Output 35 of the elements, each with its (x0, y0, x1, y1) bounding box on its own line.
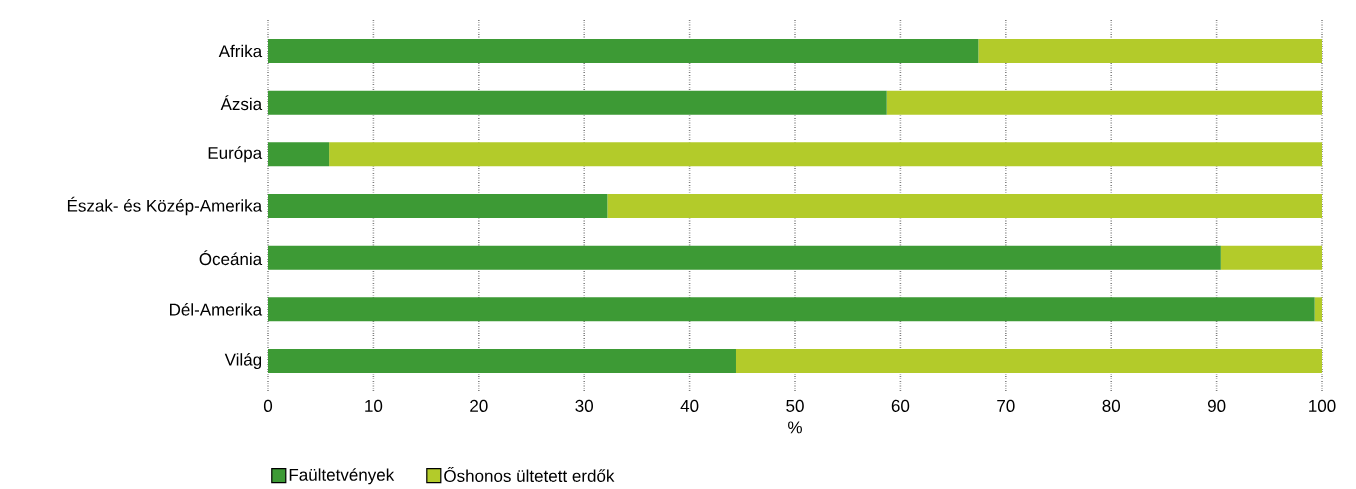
x-tick-label: 50 (786, 399, 804, 412)
x-tick-label: 30 (575, 399, 593, 412)
y-tick-label: Világ (224, 352, 262, 370)
x-tick-label: 40 (680, 399, 699, 412)
bar (1314, 297, 1323, 322)
x-axis-title: % (788, 421, 802, 434)
bar (268, 349, 736, 373)
bar (268, 142, 330, 167)
bar (329, 142, 1323, 167)
bar (268, 245, 1221, 270)
x-tick-label: 70 (997, 399, 1015, 412)
y-tick-label: Ázsia (220, 95, 263, 111)
y-tick-label: Óceánia (199, 250, 263, 266)
legend-label: Faültetvények (289, 468, 395, 485)
bar (268, 39, 979, 63)
bar (978, 39, 1323, 63)
x-tick-label: 100 (1309, 399, 1336, 412)
y-tick-label: Afrika (218, 44, 263, 58)
y-tick-label: Dél-Amerika (170, 303, 263, 316)
x-tick-label: 0 (263, 399, 273, 412)
bar (607, 194, 1323, 218)
x-tick-label: 10 (365, 399, 383, 412)
bar (268, 194, 608, 218)
x-tick-label: 80 (1102, 399, 1121, 412)
bar (268, 297, 1315, 322)
bar (268, 90, 887, 115)
y-tick-label: Európa (208, 146, 263, 163)
x-tick-label: 60 (891, 399, 910, 412)
bar (886, 90, 1323, 115)
x-tick-label: 20 (470, 399, 488, 412)
x-tick-label: 90 (1207, 399, 1226, 412)
legend-label: Őshonos ültetett erdők (444, 467, 615, 482)
y-tick-label: Észak- és Közép-Amerika (67, 196, 263, 216)
bar (1220, 245, 1323, 270)
bar (735, 349, 1323, 373)
